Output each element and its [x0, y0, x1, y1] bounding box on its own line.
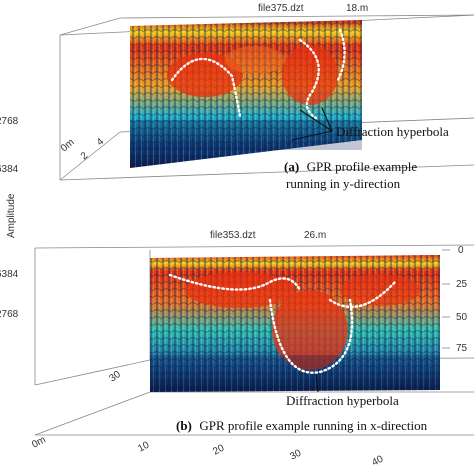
- panel-b-caption-letter: (b): [176, 418, 192, 433]
- panel-a-radargram: [130, 20, 362, 168]
- panel-a-left-tick-1: 2768: [0, 116, 19, 127]
- amplitude-axis-label: Amplitude: [6, 193, 17, 238]
- panel-b-caption-text: GPR profile example running in x-directi…: [199, 418, 427, 433]
- panel-b-depth-tick: 30: [107, 369, 123, 385]
- panel-b-right-tick-2: 50: [456, 312, 468, 323]
- panel-b-bottom-tick-1: 10: [136, 440, 151, 455]
- panel-a-caption-text: GPR profile example: [307, 159, 418, 174]
- panel-b-hyperbola-markers: [168, 273, 397, 374]
- panel-b: file353.dzt 26.m 6384 2768 0 25 50 75 30…: [0, 230, 474, 469]
- panel-a-caption-line2: running in y-direction: [286, 176, 401, 191]
- panel-b-bottom-tick-0: 0m: [30, 434, 47, 450]
- panel-b-left-tick-2: 2768: [0, 309, 19, 320]
- panel-a-length-label: 18.m: [346, 3, 368, 14]
- panel-b-caption: (b) GPR profile example running in x-dir…: [176, 417, 428, 434]
- panel-a-hyperbola-markers: [170, 28, 346, 120]
- panel-b-bottom-tick-4: 40: [370, 454, 385, 469]
- panel-b-callout-line: [315, 373, 319, 393]
- panel-b-radargram: [150, 255, 440, 392]
- panel-b-right-tick-marks: [442, 249, 450, 349]
- panel-a-axis-tick-1: 2: [79, 150, 91, 162]
- panel-b-length-label: 26.m: [304, 230, 326, 241]
- panel-b-right-tick-3: 75: [456, 343, 468, 354]
- panel-b-left-tick-1: 6384: [0, 269, 19, 280]
- panel-b-frame: [34, 244, 474, 436]
- panel-b-right-tick-0: 0: [458, 245, 464, 256]
- panel-a-callout: Diffraction hyperbola: [336, 124, 449, 139]
- panel-a-axis-tick-0: 0m: [59, 137, 77, 154]
- panel-a: file375.dzt 18.m 2768 6384 0m 2 4 Diffra…: [0, 3, 474, 191]
- panel-b-bottom-tick-2: 20: [211, 443, 226, 458]
- panel-b-right-tick-1: 25: [456, 279, 468, 290]
- panel-a-caption-letter: (a): [284, 159, 299, 174]
- panel-b-filename: file353.dzt: [210, 230, 256, 241]
- panel-a-axis-tick-2: 4: [95, 136, 107, 148]
- panel-a-caption-line1: (a) GPR profile example: [284, 158, 417, 175]
- panel-a-callout-lines: [291, 107, 333, 141]
- panel-b-bottom-tick-3: 30: [288, 448, 303, 463]
- panel-a-left-tick-2: 6384: [0, 164, 19, 175]
- panel-b-callout: Diffraction hyperbola: [286, 393, 399, 408]
- panel-a-filename: file375.dzt: [258, 3, 304, 14]
